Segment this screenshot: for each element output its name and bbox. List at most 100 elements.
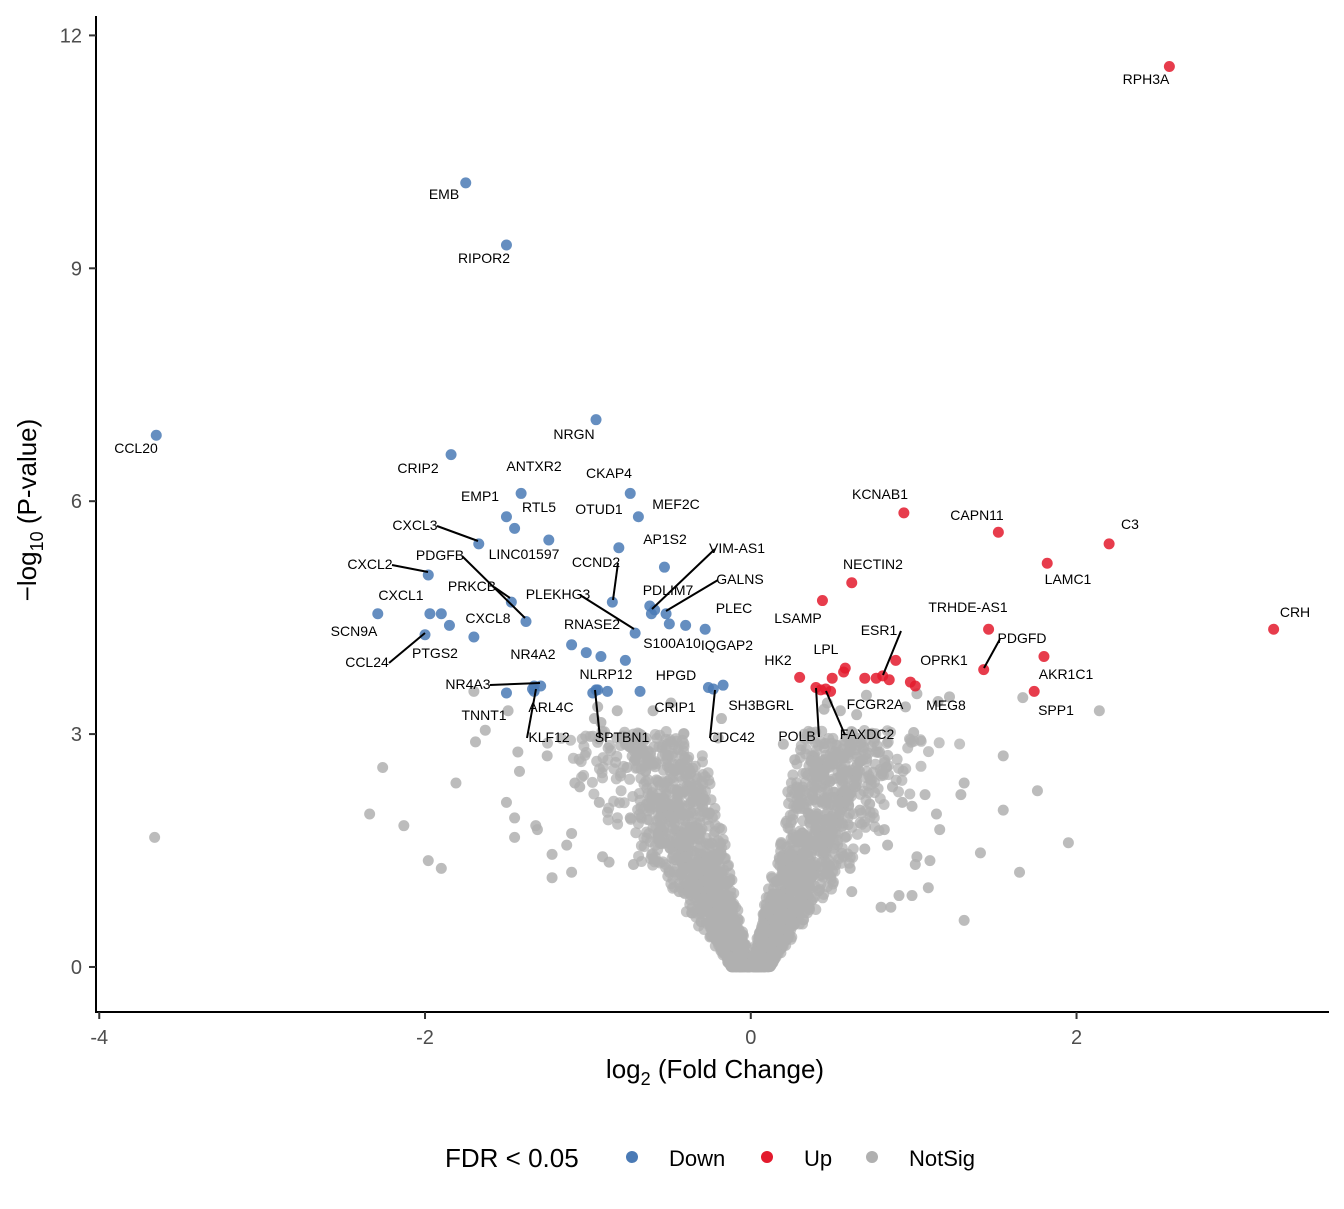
label-leader-line xyxy=(579,594,635,630)
notsig-point xyxy=(828,786,839,798)
point-polb xyxy=(810,682,822,694)
point-nectin2 xyxy=(846,577,858,589)
label-leader-line xyxy=(436,525,479,542)
notsig-point xyxy=(676,829,688,841)
notsig-point xyxy=(715,713,727,725)
notsig-point xyxy=(655,795,667,807)
point-s100a10 xyxy=(595,650,607,662)
notsig-point xyxy=(555,732,567,744)
notsig-point xyxy=(702,809,713,820)
notsig-point xyxy=(1014,866,1026,878)
notsig-point xyxy=(827,773,839,785)
legend-label-notsig: NotSig xyxy=(909,1146,975,1171)
notsig-point xyxy=(848,730,860,742)
gene-label-ptgs2: PTGS2 xyxy=(412,645,458,661)
notsig-point xyxy=(911,851,923,863)
point-antxr2 xyxy=(515,487,527,499)
notsig-point xyxy=(997,804,1009,816)
point-ptgs2 xyxy=(443,619,455,631)
notsig-point xyxy=(588,788,600,800)
notsig-point xyxy=(832,839,844,851)
notsig-point xyxy=(650,758,662,770)
gene-label-iqgap2: IQGAP2 xyxy=(701,637,753,653)
notsig-point xyxy=(683,810,694,822)
point-crh xyxy=(1268,623,1280,635)
gene-label-cxcl8: CXCL8 xyxy=(465,610,510,626)
legend: FDR < 0.05 Down Up NotSig xyxy=(445,1143,975,1173)
notsig-point xyxy=(930,808,942,820)
notsig-outlier-layer xyxy=(149,685,1105,926)
notsig-point xyxy=(772,948,784,960)
notsig-point xyxy=(864,798,876,810)
point-esr1 xyxy=(877,670,889,682)
notsig-point xyxy=(707,864,719,876)
point-nlrp12 xyxy=(601,685,613,697)
gene-label-ccl20: CCL20 xyxy=(114,440,158,456)
notsig-point xyxy=(479,724,491,736)
point-pdlim7 xyxy=(649,604,661,616)
notsig-point xyxy=(776,898,788,910)
point-crip2 xyxy=(445,449,457,461)
y-axis-title: −log10 (P-value) xyxy=(12,419,47,602)
x-tick-label: 2 xyxy=(1071,1027,1082,1049)
axes: -4 -2 0 2 0 3 6 9 12 xyxy=(60,16,1329,1049)
point-tnnt1 xyxy=(500,687,512,699)
significant-point-layer xyxy=(150,60,1280,699)
notsig-point xyxy=(933,737,945,749)
gene-label-tnnt1: TNNT1 xyxy=(461,707,506,723)
notsig-point xyxy=(611,732,623,744)
notsig-point xyxy=(669,765,681,777)
notsig-point xyxy=(818,793,830,804)
gene-label-akr1c1: AKR1C1 xyxy=(1039,666,1094,682)
gene-label-klf12: KLF12 xyxy=(528,729,569,745)
gene-label-scn9a: SCN9A xyxy=(331,623,378,639)
y-tick-label: 0 xyxy=(71,957,82,979)
notsig-point xyxy=(611,705,623,717)
label-leader-line xyxy=(489,682,541,686)
point-prkcb xyxy=(520,616,532,628)
notsig-point xyxy=(615,785,627,797)
notsig-point xyxy=(611,750,623,762)
notsig-point xyxy=(640,765,652,777)
notsig-point xyxy=(804,816,816,828)
notsig-point xyxy=(703,774,715,786)
legend-label-up: Up xyxy=(804,1146,832,1171)
notsig-point xyxy=(716,842,727,854)
notsig-point xyxy=(603,856,615,868)
point-oprk1 xyxy=(890,654,902,666)
notsig-point xyxy=(834,705,846,717)
notsig-point xyxy=(642,788,654,800)
gene-label-kcnab1: KCNAB1 xyxy=(852,486,908,502)
notsig-point xyxy=(837,776,849,787)
notsig-point xyxy=(667,823,679,834)
notsig-point xyxy=(1093,705,1105,717)
notsig-point xyxy=(513,765,525,777)
y-tick-label: 9 xyxy=(71,258,82,280)
notsig-point xyxy=(908,727,920,739)
gene-label-crip2: CRIP2 xyxy=(397,460,438,476)
point-cdc42 xyxy=(707,683,719,695)
notsig-point xyxy=(660,742,672,754)
notsig-point xyxy=(873,746,885,758)
point-meg8 xyxy=(909,680,921,692)
notsig-point xyxy=(1062,837,1074,849)
point-lpl xyxy=(839,662,851,674)
gene-label-pdlim7: PDLIM7 xyxy=(643,582,694,598)
gene-label-fcgr2a: FCGR2A xyxy=(847,696,904,712)
notsig-point xyxy=(698,793,710,805)
gene-label-lamc1: LAMC1 xyxy=(1045,571,1092,587)
gene-label-nr4a3: NR4A3 xyxy=(445,676,490,692)
gene-label-cxcl2: CXCL2 xyxy=(347,556,392,572)
notsig-point xyxy=(546,872,558,884)
notsig-point xyxy=(647,705,659,717)
notsig-point xyxy=(806,860,818,872)
notsig-point xyxy=(843,765,855,777)
label-leader-line xyxy=(665,579,719,612)
notsig-point xyxy=(635,812,647,824)
gene-label-nlrp12: NLRP12 xyxy=(580,666,633,682)
notsig-point xyxy=(567,752,579,764)
notsig-point xyxy=(541,750,553,762)
notsig-point xyxy=(680,851,692,863)
notsig-point xyxy=(768,914,780,926)
notsig-point xyxy=(712,732,724,744)
